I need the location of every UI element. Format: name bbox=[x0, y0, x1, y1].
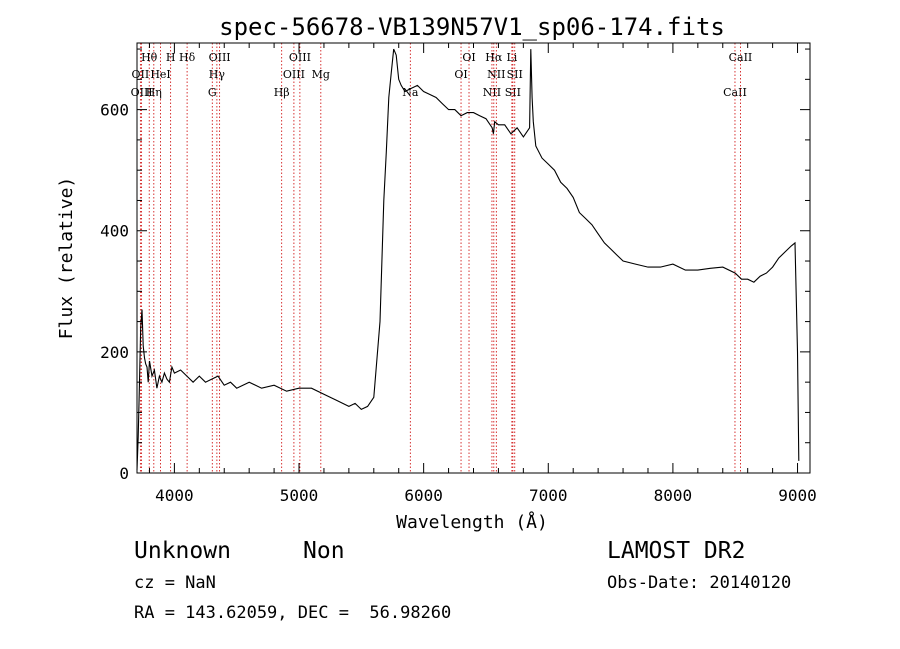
x-tick-label: 6000 bbox=[404, 486, 443, 505]
line-marker-label: NII bbox=[483, 86, 501, 99]
line-marker-label: Hθ bbox=[141, 51, 158, 64]
line-marker-label: Li bbox=[506, 51, 517, 64]
line-marker-label: Hγ bbox=[209, 68, 226, 81]
line-marker-label: OIII bbox=[283, 68, 305, 81]
x-axis: 4000 5000 6000 7000 8000 9000 bbox=[148, 43, 817, 505]
line-marker-label: G bbox=[208, 86, 217, 99]
y-axis-label: Flux (relative) bbox=[56, 177, 77, 340]
chart-title: spec-56678-VB139N57V1_sp06-174.fits bbox=[219, 13, 725, 41]
line-marker-label: Hη bbox=[146, 86, 162, 99]
y-tick-label: 200 bbox=[100, 343, 129, 362]
line-marker-label: NII bbox=[487, 68, 505, 81]
obs-date-label: Obs-Date: 20140120 bbox=[607, 573, 792, 593]
line-marker-label: Hα bbox=[485, 51, 503, 64]
survey-label: LAMOST DR2 bbox=[607, 538, 746, 564]
line-marker-label: SII bbox=[505, 86, 521, 99]
line-marker-label: OIII bbox=[209, 51, 231, 64]
cz-label: cz = NaN bbox=[134, 573, 216, 593]
line-marker-label: CaII bbox=[723, 86, 747, 99]
line-marker-label: SII bbox=[507, 68, 523, 81]
subclass-label: Non bbox=[303, 538, 345, 564]
x-tick-label: 8000 bbox=[654, 486, 693, 505]
line-marker-label: Na bbox=[402, 86, 419, 99]
line-markers: HθOIIOIIIHHeIHηHδHγGOIIIOIIIHβOIIIMgNaOI… bbox=[131, 43, 753, 473]
radec-label: RA = 143.62059, DEC = 56.98260 bbox=[134, 603, 452, 623]
x-axis-label: Wavelength (Å) bbox=[396, 511, 548, 533]
line-marker-label: H bbox=[166, 51, 176, 64]
line-marker-label: CaII bbox=[729, 51, 753, 64]
y-tick-label: 0 bbox=[119, 464, 129, 483]
x-tick-label: 4000 bbox=[155, 486, 194, 505]
spectrum-line bbox=[136, 48, 800, 471]
plot-frame bbox=[136, 42, 811, 474]
line-marker-label: Hδ bbox=[179, 51, 196, 64]
line-marker-label: OIII bbox=[131, 86, 153, 99]
x-tick-label: 7000 bbox=[529, 486, 568, 505]
line-marker-label: Hβ bbox=[274, 86, 290, 99]
x-tick-label: 9000 bbox=[778, 486, 817, 505]
y-tick-label: 600 bbox=[100, 101, 129, 120]
class-label: Unknown bbox=[134, 538, 231, 564]
y-tick-label: 400 bbox=[100, 222, 129, 241]
line-marker-label: OI bbox=[454, 68, 467, 81]
y-axis: 0 200 400 600 bbox=[100, 48, 810, 483]
line-marker-label: HeI bbox=[150, 68, 170, 81]
x-tick-label: 5000 bbox=[280, 486, 319, 505]
line-marker-label: OI bbox=[462, 51, 475, 64]
line-marker-label: Mg bbox=[312, 68, 330, 81]
line-marker-label: OII bbox=[132, 68, 150, 81]
line-marker-label: OIII bbox=[289, 51, 311, 64]
